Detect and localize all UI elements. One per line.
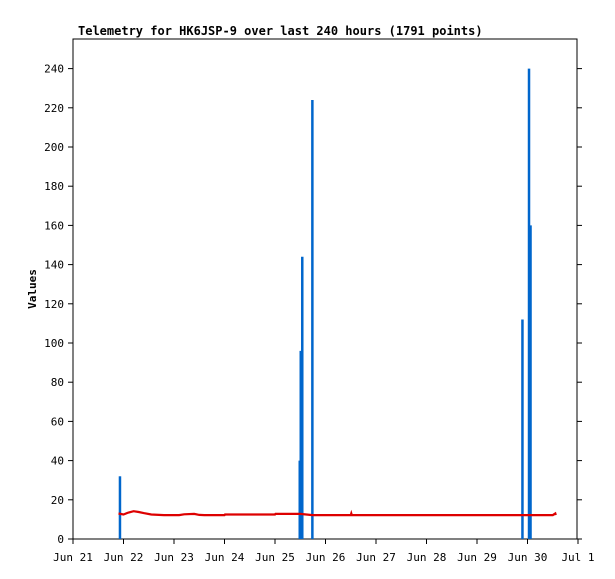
x-tick-label: Jun 30: [508, 551, 548, 564]
x-tick-label: Jun 21: [53, 551, 93, 564]
y-tick-label: 220: [44, 102, 64, 115]
y-tick-label: 100: [44, 337, 64, 350]
chart-title: Telemetry for HK6JSP-9 over last 240 hou…: [78, 24, 483, 38]
y-tick-label: 140: [44, 259, 64, 272]
x-tick-label: Jun 23: [154, 551, 194, 564]
y-tick-label: 120: [44, 298, 64, 311]
x-tick-label: Jun 27: [356, 551, 396, 564]
y-axis-label: Values: [26, 269, 39, 309]
y-tick-label: 40: [51, 455, 64, 468]
y-tick-label: 160: [44, 219, 64, 232]
x-tick-label: Jun 26: [306, 551, 346, 564]
y-tick-label: 80: [51, 376, 64, 389]
y-tick-label: 60: [51, 415, 64, 428]
y-tick-label: 20: [51, 494, 64, 507]
series-layer: [118, 68, 557, 539]
x-tick-label: Jul 1: [561, 551, 594, 564]
x-tick-label: Jun 29: [457, 551, 497, 564]
x-tick-label: Jun 28: [407, 551, 447, 564]
plot-area: [72, 38, 578, 540]
y-tick-label: 200: [44, 141, 64, 154]
y-tick-label: 240: [44, 63, 64, 76]
y-axis: 0 20 40 60 80 100 120 140 160 180 200 220 240: [44, 63, 582, 546]
y-tick-label: 0: [57, 533, 64, 546]
x-tick-label: Jun 22: [104, 551, 144, 564]
x-tick-label: Jun 25: [255, 551, 295, 564]
x-tick-label: Jun 24: [205, 551, 245, 564]
y-tick-label: 180: [44, 180, 64, 193]
x-axis: Jun 21 Jun 22 Jun 23 Jun 24 Jun 25 Jun 26 Jun …: [53, 539, 595, 564]
series-line: [118, 509, 557, 517]
